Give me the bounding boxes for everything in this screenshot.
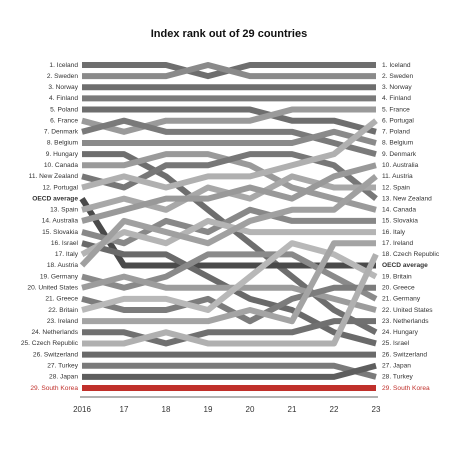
end-label: 19. Britain <box>382 273 412 280</box>
start-label: 18. Austria <box>47 262 78 269</box>
end-label: 28. Turkey <box>382 374 413 381</box>
end-label: 7. Poland <box>382 129 410 136</box>
start-label: 16. Israel <box>51 240 79 247</box>
start-label: 25. Czech Republic <box>21 340 79 347</box>
end-label: 14. Canada <box>382 207 416 214</box>
start-label: 9. Hungary <box>46 151 79 158</box>
start-label: 8. Belgium <box>47 140 79 147</box>
rank-line <box>81 117 377 158</box>
end-label: 20. Greece <box>382 285 415 292</box>
end-label: 1. Iceland <box>382 62 411 69</box>
end-label: 10. Australia <box>382 162 419 169</box>
start-label: 5. Poland <box>50 106 78 113</box>
start-label: 28. Japan <box>49 374 78 381</box>
start-label: 19. Germany <box>40 273 79 280</box>
end-label: 17. Ireland <box>382 240 413 247</box>
x-tick-label: 21 <box>288 405 297 414</box>
rank-line <box>81 151 378 202</box>
rank-line <box>81 284 376 325</box>
start-label: 23. Ireland <box>47 318 78 325</box>
start-label: 14. Australia <box>42 218 79 225</box>
rank-line <box>81 118 378 191</box>
rank-line <box>82 62 376 80</box>
start-label: 6. France <box>50 117 78 124</box>
start-label: 3. Norway <box>48 84 78 91</box>
end-label: 6. Portugal <box>382 117 414 124</box>
start-label: 13. Spain <box>50 207 78 214</box>
rank-line <box>81 106 376 135</box>
start-label: 4. Finland <box>49 95 78 102</box>
rank-line <box>79 174 378 268</box>
end-label: 25. Israel <box>382 340 410 347</box>
end-label: 11. Austria <box>382 173 413 180</box>
start-label: 11. New Zealand <box>29 173 79 180</box>
start-label: 1. Iceland <box>49 62 78 69</box>
rank-line <box>81 251 378 302</box>
x-tick-label: 22 <box>330 405 339 414</box>
end-label: 18. Czech Republic <box>382 251 440 258</box>
rank-line <box>81 206 376 247</box>
start-label: 21. Greece <box>45 296 78 303</box>
end-label: 3. Norway <box>382 84 412 91</box>
end-label: 23. Netherlands <box>382 318 429 325</box>
start-label: 17. Italy <box>55 251 79 258</box>
end-label: 2. Sweden <box>382 73 413 80</box>
end-label: 16. Italy <box>382 229 406 236</box>
rank-line <box>81 162 377 224</box>
start-label: 15. Slovakia <box>42 229 78 236</box>
end-label: 22. United States <box>382 307 433 314</box>
end-label: 29. South Korea <box>382 385 430 392</box>
start-label: 29. South Korea <box>30 385 78 392</box>
rank-line <box>80 217 376 257</box>
end-label: 9. Denmark <box>382 151 417 158</box>
rank-line <box>82 106 377 135</box>
end-label: 21. Germany <box>382 296 421 303</box>
start-label: 2. Sweden <box>47 73 78 80</box>
end-label: 12. Spain <box>382 184 410 191</box>
x-tick-label: 19 <box>204 405 213 414</box>
x-tick-label: 23 <box>372 405 381 414</box>
start-label: OECD average <box>32 195 78 202</box>
rank-line <box>79 197 376 269</box>
end-label: 15. Slovakia <box>382 218 418 225</box>
x-tick-label: 18 <box>162 405 171 414</box>
start-label: 20. United States <box>27 285 78 292</box>
end-label: 27. Japan <box>382 362 411 369</box>
rank-line <box>82 253 379 347</box>
rank-line <box>81 273 377 313</box>
rank-line <box>82 240 376 325</box>
start-label: 10. Canada <box>44 162 78 169</box>
rank-line <box>82 362 377 380</box>
start-label: 26. Switzerland <box>33 351 78 358</box>
end-label: 26. Switzerland <box>382 351 427 358</box>
x-tick-label: 20 <box>246 405 255 414</box>
end-label: OECD average <box>382 262 428 269</box>
start-label: 24. Netherlands <box>31 329 78 336</box>
rank-line <box>82 128 377 146</box>
start-label: 7. Denmark <box>44 129 79 136</box>
chart-title: Index rank out of 29 countries <box>151 28 307 40</box>
x-tick-label: 17 <box>120 405 129 414</box>
end-label: 13. New Zealand <box>382 195 432 202</box>
rank-line <box>82 318 376 347</box>
start-label: 12. Portugal <box>42 184 78 191</box>
x-tick-label: 2016 <box>73 405 91 414</box>
start-label: 22. Britain <box>48 307 78 314</box>
start-label: 27. Turkey <box>47 362 78 369</box>
end-label: 4. Finland <box>382 95 411 102</box>
end-label: 5. France <box>382 106 410 113</box>
end-label: 8. Belgium <box>382 140 414 147</box>
end-label: 24. Hungary <box>382 329 419 336</box>
rank-line <box>82 362 377 380</box>
